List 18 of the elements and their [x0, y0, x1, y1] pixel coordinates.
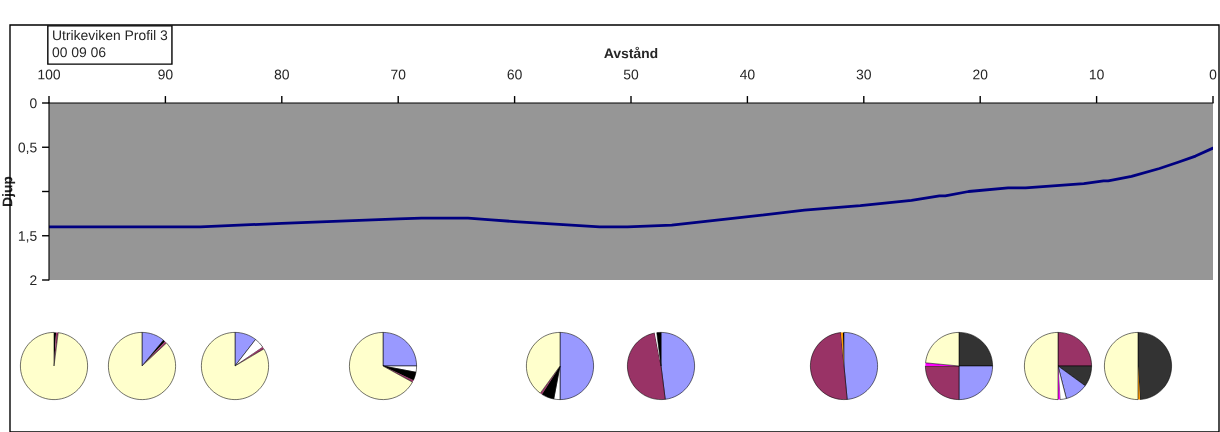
x-tick-label: 0 [1209, 69, 1217, 80]
x-tick-label: 30 [856, 69, 871, 80]
y-tick-label: 1,5 [18, 231, 37, 243]
x-tick-label: 70 [391, 69, 406, 80]
x-tick-label: 60 [507, 69, 522, 80]
text: Utrikeviken Profil 3 00 09 06 [52, 30, 168, 58]
x-tick-label: 20 [973, 69, 988, 80]
y-tick-label: 0,5 [18, 142, 37, 155]
x-tick-label: 10 [1089, 69, 1104, 80]
x-tick-label: 90 [158, 69, 173, 80]
y-axis-title: Djup [2, 176, 16, 206]
x-tick-label: 50 [623, 69, 639, 80]
x-axis-title: Avstånd [604, 46, 658, 59]
x-tick-label: 80 [274, 69, 289, 80]
x-tick-label: 40 [740, 69, 755, 80]
y-tick-label: 0 [30, 98, 37, 109]
x-tick-label: 100 [38, 69, 61, 80]
y-tick-label: 2 [30, 275, 37, 286]
